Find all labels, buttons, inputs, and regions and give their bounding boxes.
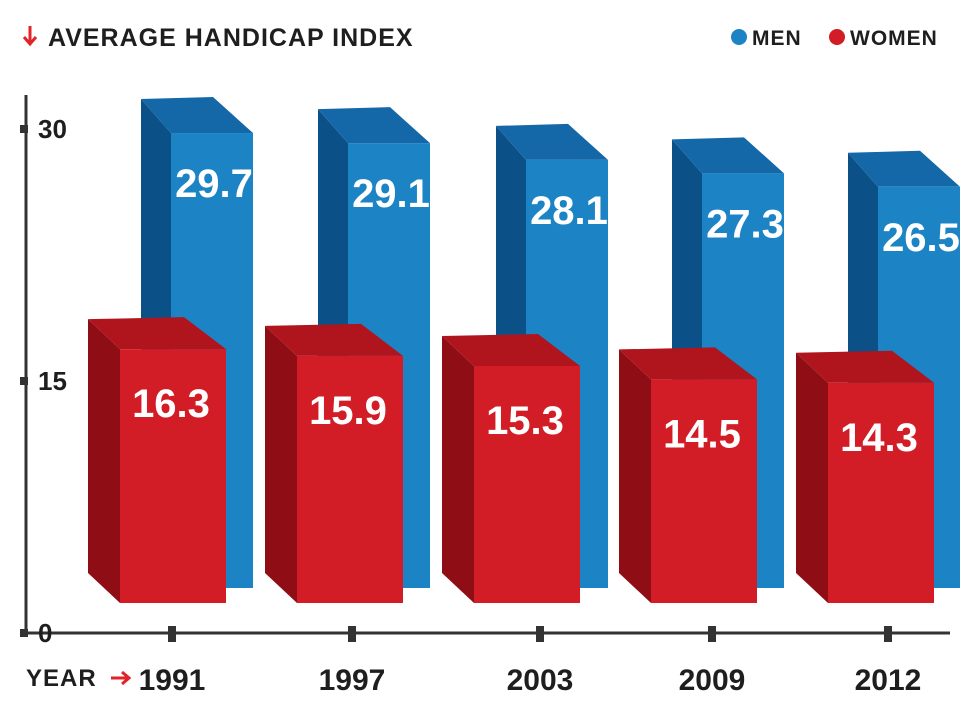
- men-value-label: 29.1: [352, 172, 430, 216]
- x-tick-mark: [536, 626, 544, 642]
- legend-women-label: WOMEN: [850, 27, 938, 50]
- y-tick-label: 15: [38, 366, 67, 396]
- legend-men-swatch: [731, 29, 747, 45]
- legend-men-label: MEN: [752, 27, 802, 50]
- x-tick-mark: [348, 626, 356, 642]
- women-bar-top: [88, 317, 226, 350]
- x-tick-mark: [884, 626, 892, 642]
- women-bar-top: [796, 350, 934, 383]
- x-tick-label: 1991: [139, 664, 206, 697]
- men-bar-top: [848, 150, 960, 187]
- women-value-label: 15.3: [486, 399, 564, 443]
- men-value-label: 27.3: [706, 202, 784, 246]
- x-ticks: 1991 1997 2003 2009 2012: [139, 626, 922, 697]
- women-bar-side: [265, 325, 297, 603]
- women-value-label: 14.3: [840, 416, 918, 460]
- women-value-label: 14.5: [663, 412, 741, 456]
- women-bar-side: [619, 349, 651, 603]
- y-tick-mark: [20, 377, 28, 385]
- right-arrow-icon: [111, 670, 132, 686]
- men-bar-top: [672, 137, 784, 174]
- chart-title: AVERAGE HANDICAP INDEX: [48, 24, 414, 52]
- y-tick-label: 0: [38, 618, 52, 648]
- y-ticks: 0 15 30: [20, 114, 67, 648]
- women-bar-side: [442, 335, 474, 603]
- x-tick-label: 2003: [507, 664, 574, 697]
- women-bar: [828, 382, 934, 603]
- x-tick-label: 2012: [855, 664, 922, 697]
- men-bar-top: [496, 123, 608, 160]
- x-tick-mark: [708, 626, 716, 642]
- bars-group: 29.7 16.3 29.1 15.9 28.1 15.3 27.3 14.5 26.5 14.3: [88, 97, 960, 603]
- legend-women-swatch: [829, 29, 845, 45]
- x-tick-label: 2009: [679, 664, 746, 697]
- women-bar-side: [796, 352, 828, 603]
- y-tick-label: 30: [38, 114, 67, 144]
- men-bar-top: [318, 107, 430, 144]
- x-tick-label: 1997: [319, 664, 386, 697]
- women-bar-top: [619, 347, 757, 380]
- women-bar-top: [265, 323, 403, 356]
- women-value-label: 15.9: [309, 389, 387, 433]
- down-arrow-icon: [22, 26, 38, 47]
- y-tick-mark: [20, 629, 28, 637]
- y-tick-mark: [20, 125, 28, 133]
- men-value-label: 28.1: [530, 189, 608, 233]
- x-axis-label: YEAR: [26, 665, 97, 692]
- women-bar: [297, 355, 403, 603]
- women-bar: [474, 365, 580, 603]
- men-value-label: 26.5: [882, 216, 960, 260]
- women-bar-side: [88, 319, 120, 603]
- x-tick-mark: [168, 626, 176, 642]
- men-bar-top: [141, 97, 253, 134]
- women-value-label: 16.3: [132, 382, 210, 426]
- women-bar-top: [442, 333, 580, 366]
- women-bar: [120, 349, 226, 603]
- men-value-label: 29.7: [175, 162, 253, 206]
- women-bar: [651, 379, 757, 603]
